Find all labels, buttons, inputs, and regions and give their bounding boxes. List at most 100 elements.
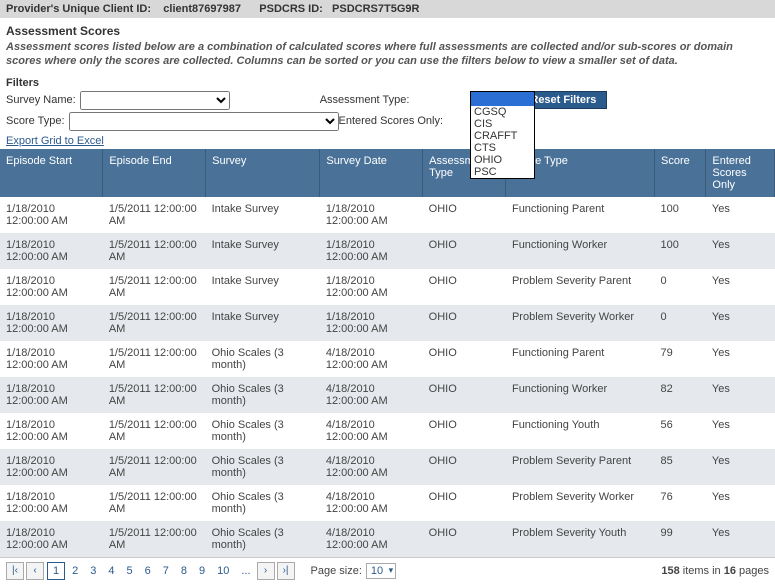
- pager-page[interactable]: 1: [47, 562, 65, 580]
- page-size-label: Page size:: [311, 565, 362, 577]
- dropdown-option[interactable]: OHIO: [471, 154, 534, 166]
- cell-ep_start: 1/18/2010 12:00:00 AM: [0, 521, 103, 557]
- cell-ep_start: 1/18/2010 12:00:00 AM: [0, 269, 103, 305]
- cell-sdate: 1/18/2010 12:00:00 AM: [320, 305, 423, 341]
- page-size-select[interactable]: 10: [366, 563, 396, 579]
- survey-name-label: Survey Name:: [6, 94, 76, 106]
- table-row: 1/18/2010 12:00:00 AM1/5/2011 12:00:00 A…: [0, 521, 775, 557]
- cell-sdate: 4/18/2010 12:00:00 AM: [320, 341, 423, 377]
- col-episode-end[interactable]: Episode End: [103, 149, 206, 197]
- assessment-type-dropdown[interactable]: CGSQCISCRAFFTCTSOHIOPSC: [470, 91, 535, 179]
- cell-sdate: 4/18/2010 12:00:00 AM: [320, 377, 423, 413]
- cell-survey: Intake Survey: [206, 305, 320, 341]
- pager-page[interactable]: ...: [236, 563, 255, 579]
- cell-atype: OHIO: [423, 233, 506, 269]
- cell-atype: OHIO: [423, 197, 506, 233]
- cell-score: 79: [654, 341, 705, 377]
- dropdown-option[interactable]: CIS: [471, 118, 534, 130]
- cell-stype: Functioning Youth: [506, 413, 655, 449]
- cell-stype: Functioning Worker: [506, 233, 655, 269]
- score-type-label: Score Type:: [6, 115, 65, 127]
- pager-page[interactable]: 6: [140, 563, 156, 579]
- cell-stype: Functioning Parent: [506, 197, 655, 233]
- pager-last-button[interactable]: ›|: [277, 562, 295, 580]
- cell-survey: Ohio Scales (3 month): [206, 413, 320, 449]
- cell-stype: Problem Severity Worker: [506, 305, 655, 341]
- table-row: 1/18/2010 12:00:00 AM1/5/2011 12:00:00 A…: [0, 305, 775, 341]
- export-grid-link[interactable]: Export Grid to Excel: [0, 133, 110, 149]
- cell-score: 56: [654, 413, 705, 449]
- cell-eso: Yes: [706, 269, 775, 305]
- cell-ep_end: 1/5/2011 12:00:00 AM: [103, 449, 206, 485]
- cell-survey: Ohio Scales (3 month): [206, 449, 320, 485]
- cell-sdate: 4/18/2010 12:00:00 AM: [320, 413, 423, 449]
- cell-eso: Yes: [706, 413, 775, 449]
- pager-prev-button[interactable]: ‹: [26, 562, 44, 580]
- pager-summary: 158 items in 16 pages: [661, 565, 769, 577]
- table-row: 1/18/2010 12:00:00 AM1/5/2011 12:00:00 A…: [0, 233, 775, 269]
- table-row: 1/18/2010 12:00:00 AM1/5/2011 12:00:00 A…: [0, 269, 775, 305]
- cell-score: 0: [654, 305, 705, 341]
- table-row: 1/18/2010 12:00:00 AM1/5/2011 12:00:00 A…: [0, 449, 775, 485]
- col-episode-start[interactable]: Episode Start: [0, 149, 103, 197]
- cell-ep_end: 1/5/2011 12:00:00 AM: [103, 233, 206, 269]
- filters-area: Survey Name: Assessment Type: Reset Filt…: [0, 91, 775, 131]
- section-description: Assessment scores listed below are a com…: [0, 40, 775, 75]
- pager-page[interactable]: 9: [194, 563, 210, 579]
- cell-eso: Yes: [706, 341, 775, 377]
- cell-stype: Problem Severity Worker: [506, 485, 655, 521]
- cell-stype: Problem Severity Parent: [506, 449, 655, 485]
- cell-atype: OHIO: [423, 449, 506, 485]
- cell-stype: Problem Severity Parent: [506, 269, 655, 305]
- pager-page[interactable]: 5: [122, 563, 138, 579]
- dropdown-option[interactable]: CRAFFT: [471, 130, 534, 142]
- cell-eso: Yes: [706, 377, 775, 413]
- cell-ep_start: 1/18/2010 12:00:00 AM: [0, 197, 103, 233]
- cell-eso: Yes: [706, 233, 775, 269]
- cell-ep_end: 1/5/2011 12:00:00 AM: [103, 197, 206, 233]
- cell-score: 100: [654, 233, 705, 269]
- pager-page[interactable]: 10: [212, 563, 234, 579]
- col-score[interactable]: Score: [654, 149, 705, 197]
- cell-stype: Problem Severity Youth: [506, 521, 655, 557]
- score-type-select[interactable]: [69, 112, 339, 131]
- dropdown-option[interactable]: PSC: [471, 166, 534, 178]
- cell-score: 85: [654, 449, 705, 485]
- cell-eso: Yes: [706, 305, 775, 341]
- pager-page[interactable]: 4: [103, 563, 119, 579]
- psdcrs-id-label: PSDCRS ID:: [259, 3, 323, 15]
- pager-page[interactable]: 2: [67, 563, 83, 579]
- cell-sdate: 1/18/2010 12:00:00 AM: [320, 233, 423, 269]
- cell-survey: Intake Survey: [206, 197, 320, 233]
- pager-page[interactable]: 7: [158, 563, 174, 579]
- pager-page[interactable]: 3: [85, 563, 101, 579]
- cell-sdate: 4/18/2010 12:00:00 AM: [320, 521, 423, 557]
- grid-header-row: Episode Start Episode End Survey Survey …: [0, 149, 775, 197]
- cell-ep_start: 1/18/2010 12:00:00 AM: [0, 233, 103, 269]
- dropdown-option[interactable]: CTS: [471, 142, 534, 154]
- col-survey[interactable]: Survey: [206, 149, 320, 197]
- col-survey-date[interactable]: Survey Date: [320, 149, 423, 197]
- col-entered-scores-only[interactable]: Entered Scores Only: [706, 149, 775, 197]
- cell-atype: OHIO: [423, 521, 506, 557]
- pager-page[interactable]: 8: [176, 563, 192, 579]
- cell-atype: OHIO: [423, 341, 506, 377]
- cell-sdate: 1/18/2010 12:00:00 AM: [320, 269, 423, 305]
- dropdown-option[interactable]: CGSQ: [471, 106, 534, 118]
- cell-ep_end: 1/5/2011 12:00:00 AM: [103, 485, 206, 521]
- cell-survey: Ohio Scales (3 month): [206, 377, 320, 413]
- cell-ep_start: 1/18/2010 12:00:00 AM: [0, 485, 103, 521]
- pager-first-button[interactable]: |‹: [6, 562, 24, 580]
- cell-eso: Yes: [706, 197, 775, 233]
- cell-stype: Functioning Worker: [506, 377, 655, 413]
- survey-name-select[interactable]: [80, 91, 230, 110]
- table-row: 1/18/2010 12:00:00 AM1/5/2011 12:00:00 A…: [0, 413, 775, 449]
- cell-sdate: 4/18/2010 12:00:00 AM: [320, 485, 423, 521]
- total-pages: 16: [724, 565, 736, 577]
- cell-atype: OHIO: [423, 413, 506, 449]
- cell-score: 100: [654, 197, 705, 233]
- pager-next-button[interactable]: ›: [257, 562, 275, 580]
- dropdown-selected-blank[interactable]: [471, 92, 534, 106]
- table-row: 1/18/2010 12:00:00 AM1/5/2011 12:00:00 A…: [0, 341, 775, 377]
- section-title: Assessment Scores: [0, 18, 775, 40]
